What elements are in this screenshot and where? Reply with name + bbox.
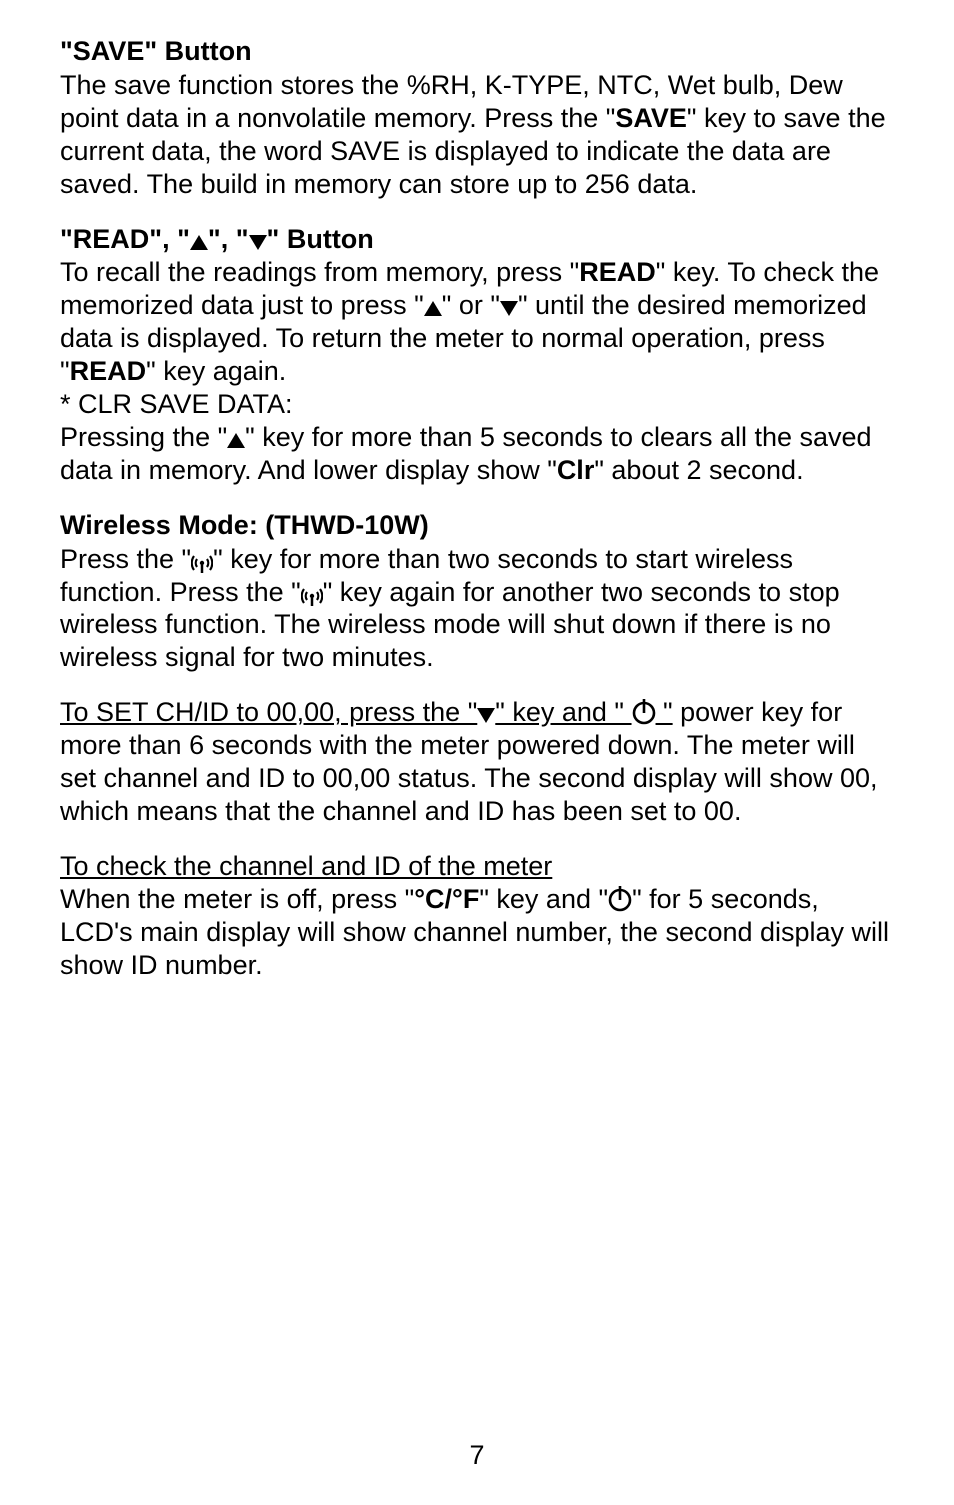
text: " or " <box>442 290 500 320</box>
wireless-icon <box>191 547 213 573</box>
wireless-icon <box>301 580 323 606</box>
power-icon <box>608 886 632 912</box>
read-paragraph-1: To recall the readings from memory, pres… <box>60 256 898 388</box>
save-heading: "SAVE" Button <box>60 35 898 69</box>
text: " Button <box>267 224 374 254</box>
clr-bold: Clr <box>557 455 595 485</box>
triangle-down-icon <box>249 235 267 250</box>
read-bold: READ <box>70 356 147 386</box>
checkchid-underline: To check the channel and ID of the meter <box>60 851 552 881</box>
cf-bold: °C/°F <box>414 884 479 914</box>
triangle-down-icon <box>477 708 495 723</box>
text: " <box>656 697 673 727</box>
triangle-up-icon <box>190 235 208 250</box>
text: " key again. <box>146 356 286 386</box>
read-heading: "READ", " ", " " Button <box>60 223 898 257</box>
text: " key and " <box>479 884 608 914</box>
wireless-heading: Wireless Mode: (THWD-10W) <box>60 509 898 543</box>
setchid-underline: To SET CH/ID to 00,00, press the " " key … <box>60 697 673 727</box>
text: When the meter is off, press " <box>60 884 414 914</box>
text: To SET CH/ID to 00,00, press the " <box>60 697 477 727</box>
page-number: 7 <box>0 1440 954 1471</box>
text: ", " <box>208 224 249 254</box>
setchid-paragraph: To SET CH/ID to 00,00, press the " " key … <box>60 696 898 828</box>
wireless-paragraph: Press the "" key for more than two secon… <box>60 543 898 675</box>
text: "READ", " <box>60 224 190 254</box>
read-bold: READ <box>579 257 656 287</box>
power-icon <box>632 699 656 725</box>
save-paragraph: The save function stores the %RH, K-TYPE… <box>60 69 898 201</box>
triangle-up-icon <box>227 433 245 448</box>
text: " key and " <box>495 697 631 727</box>
save-bold: SAVE <box>615 103 687 133</box>
triangle-down-icon <box>500 301 518 316</box>
text: To recall the readings from memory, pres… <box>60 257 579 287</box>
text: Pressing the " <box>60 422 227 452</box>
checkchid-paragraph: To check the channel and ID of the meter… <box>60 850 898 982</box>
text: " about 2 second. <box>594 455 803 485</box>
text: Press the " <box>60 544 191 574</box>
read-paragraph-2: Pressing the "" key for more than 5 seco… <box>60 421 898 487</box>
triangle-up-icon <box>424 301 442 316</box>
clr-title: * CLR SAVE DATA: <box>60 388 898 421</box>
document-page: "SAVE" Button The save function stores t… <box>0 0 954 1505</box>
